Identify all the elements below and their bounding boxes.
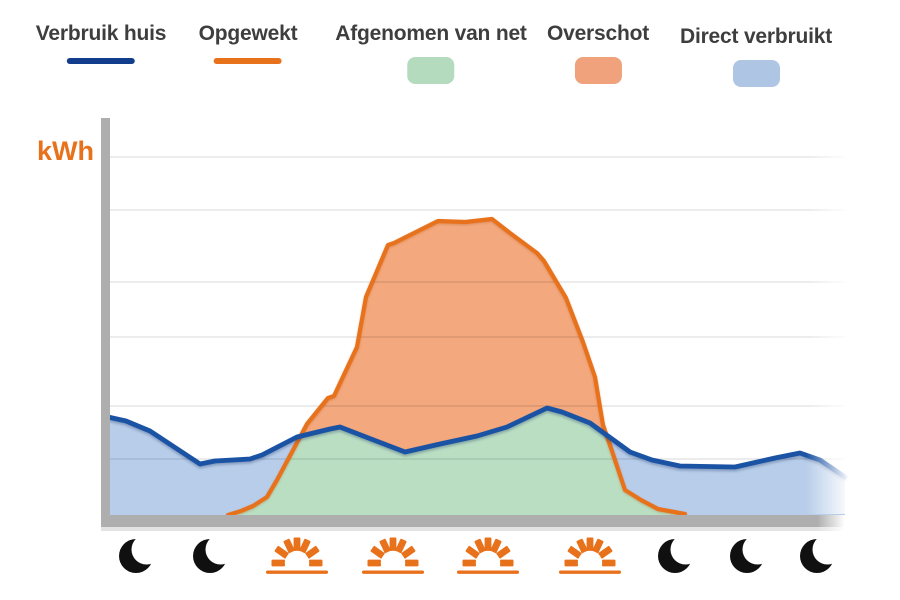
legend-swatch-afgenomen-van-net <box>407 57 455 84</box>
legend-swatch-overschot <box>574 57 622 84</box>
legend-item-afgenomen-van-net: Afgenomen van net <box>335 22 527 84</box>
sunrise-icon <box>559 537 621 576</box>
afgenomen-van-net-area <box>228 408 685 515</box>
legend-item-direct-verbruikt: Direct verbruikt <box>680 25 832 87</box>
legend-label-opgewekt: Opgewekt <box>198 22 298 45</box>
y-axis-unit-label: kWh <box>37 136 94 166</box>
legend-label-overschot: Overschot <box>546 22 650 45</box>
moon-icon <box>658 534 701 573</box>
legend-label-afgenomen-van-net: Afgenomen van net <box>335 22 527 45</box>
legend-item-opgewekt: Opgewekt <box>199 22 298 64</box>
sunrise-icon <box>266 537 328 576</box>
legend-label-direct-verbruikt: Direct verbruikt <box>679 25 833 48</box>
moon-icon <box>800 534 843 573</box>
legend-swatch-verbruik-huis <box>66 58 135 64</box>
legend-item-verbruik-huis: Verbruik huis <box>36 22 166 64</box>
verbruik-huis-line <box>105 405 848 480</box>
moon-icon <box>193 534 236 573</box>
right-edge-fade <box>806 112 852 514</box>
moon-icon <box>730 534 773 573</box>
sunrise-icon <box>362 537 424 576</box>
moon-icon <box>119 534 162 573</box>
time-of-day-icons <box>119 534 843 576</box>
x-axis-bar <box>101 515 845 527</box>
legend-swatch-direct-verbruikt <box>732 60 780 87</box>
x-axis-bar-shadow <box>101 527 845 531</box>
legend-swatch-opgewekt <box>213 58 282 64</box>
y-axis-bar <box>101 118 110 527</box>
legend-label-verbruik-huis: Verbruik huis <box>35 22 167 45</box>
sunrise-icon <box>457 537 519 576</box>
legend-item-overschot: Overschot <box>547 22 649 84</box>
